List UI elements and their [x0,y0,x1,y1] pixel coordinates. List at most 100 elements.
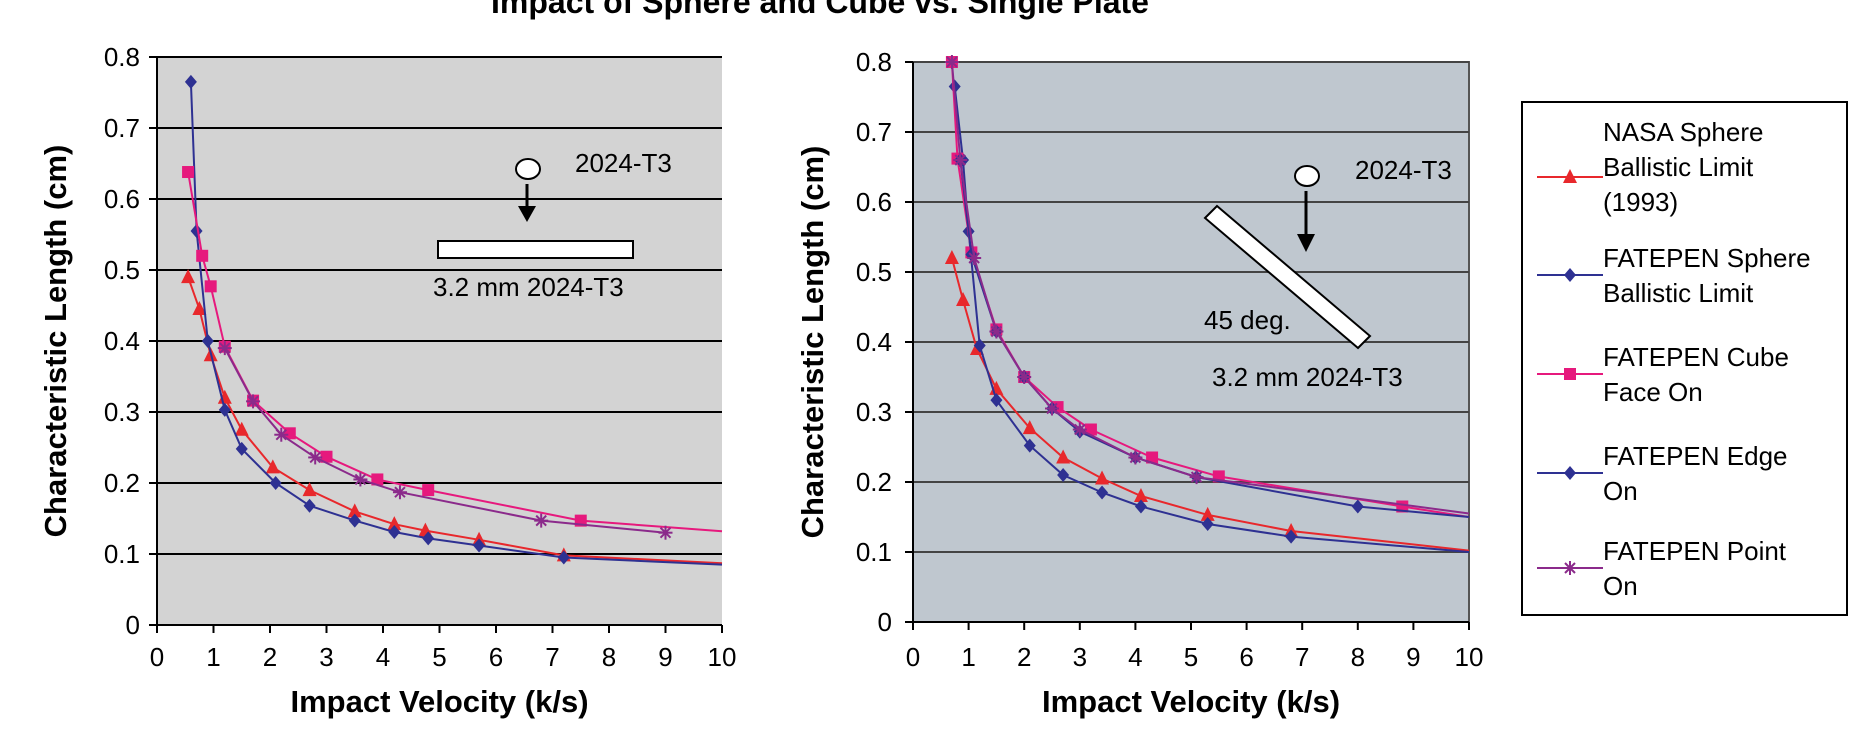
data-point [320,450,333,463]
y-tick-label: 0.7 [104,113,140,143]
y-tick-label: 0.5 [856,257,892,287]
data-point [192,301,207,316]
x-tick-label: 4 [376,642,390,672]
x-tick-label: 4 [1128,642,1142,672]
data-point [182,166,195,179]
arrow-down-icon [518,206,536,222]
series-line [950,61,1470,515]
data-point [1022,420,1037,435]
annotation-plate: 3.2 mm 2024-T3 [1212,362,1403,392]
data-point [1045,401,1059,416]
data-point [303,498,316,513]
x-tick-label: 1 [961,642,975,672]
y-tick-label: 0.4 [104,326,140,356]
annotation-material: 2024-T3 [1355,155,1452,185]
data-point [944,55,959,69]
data-point [204,280,217,293]
data-point [387,516,402,531]
data-point [1133,488,1148,502]
series-group [944,55,1470,553]
x-tick-label: 3 [319,642,333,672]
y-tick-label: 0.3 [104,397,140,427]
data-point [217,341,232,356]
y-tick-label: 0.6 [104,184,140,214]
data-point [1146,451,1159,464]
data-point [989,324,1004,339]
data-point [1285,529,1298,544]
arrow-down-icon [1297,234,1315,252]
x-tick-label: 7 [545,642,559,672]
y-axis-label: Characteristic Length (cm) [38,145,73,538]
data-point [1201,517,1214,531]
data-point [392,485,407,500]
series-group [181,74,723,566]
legend-swatch-fatepen-cube [1537,368,1603,380]
x-tick-label: 1 [206,642,220,672]
data-point [1128,450,1143,465]
y-tick-label: 0.8 [856,47,892,77]
y-tick-label: 0.6 [856,187,892,217]
x-axis-label: Impact Velocity (k/s) [290,684,588,719]
data-point [1072,422,1087,437]
x-tick-label: 7 [1295,642,1309,672]
data-point [473,538,486,553]
annotation-angle: 45 deg. [1204,305,1291,335]
x-axis-label: Impact Velocity (k/s) [1042,684,1340,719]
data-point [347,503,362,518]
y-tick-label: 0.3 [856,397,892,427]
data-point [956,292,971,306]
data-point [1023,438,1036,453]
legend-label-fatepen-point: FATEPEN Point On [1603,536,1787,601]
data-point [181,269,196,284]
data-point [302,482,317,497]
legend-label-fatepen-sphere: FATEPEN Sphere Ballistic Limit [1603,243,1811,308]
data-point [196,249,209,262]
data-point [1017,370,1032,384]
data-point [944,250,959,264]
series-line [223,347,666,534]
data-point [371,473,384,486]
x-tick-label: 8 [1351,642,1365,672]
data-point [1056,449,1071,464]
data-point [967,251,982,265]
data-point [1095,470,1110,485]
data-point [1134,499,1147,514]
data-point [388,524,401,539]
data-point [353,472,368,487]
x-tick-label: 2 [263,642,277,672]
x-tick-label: 0 [150,642,164,672]
x-tick-label: 10 [1455,642,1484,672]
legend-label-fatepen-cube: FATEPEN Cube Face On [1603,342,1789,407]
data-point [246,394,261,409]
y-tick-label: 0.5 [104,255,140,285]
data-point [308,450,323,465]
legend-marker [1564,368,1576,380]
data-point [990,393,1003,408]
data-point [953,153,968,167]
data-point [348,513,361,528]
data-point [1096,485,1109,500]
x-tick-label: 8 [602,642,616,672]
plate-icon [437,240,634,259]
y-tick-label: 0.1 [856,537,892,567]
data-point [217,389,232,404]
y-tick-label: 0.7 [856,117,892,147]
x-tick-label: 9 [658,642,672,672]
data-point [234,421,249,436]
x-tick-label: 0 [906,642,920,672]
x-tick-label: 5 [1184,642,1198,672]
x-tick-label: 3 [1073,642,1087,672]
data-point [265,459,280,474]
data-point [973,338,986,353]
x-tick-label: 9 [1406,642,1420,672]
legend-swatch-nasa-sphere [1537,169,1603,183]
data-point [218,402,231,417]
data-point [658,525,673,540]
data-point [534,513,549,528]
y-tick-label: 0.4 [856,327,892,357]
data-point [269,476,282,490]
data-point [1351,499,1364,514]
legend-label-fatepen-edge: FATEPEN Edge On [1603,441,1788,506]
data-point [184,74,197,89]
x-tick-label: 2 [1017,642,1031,672]
